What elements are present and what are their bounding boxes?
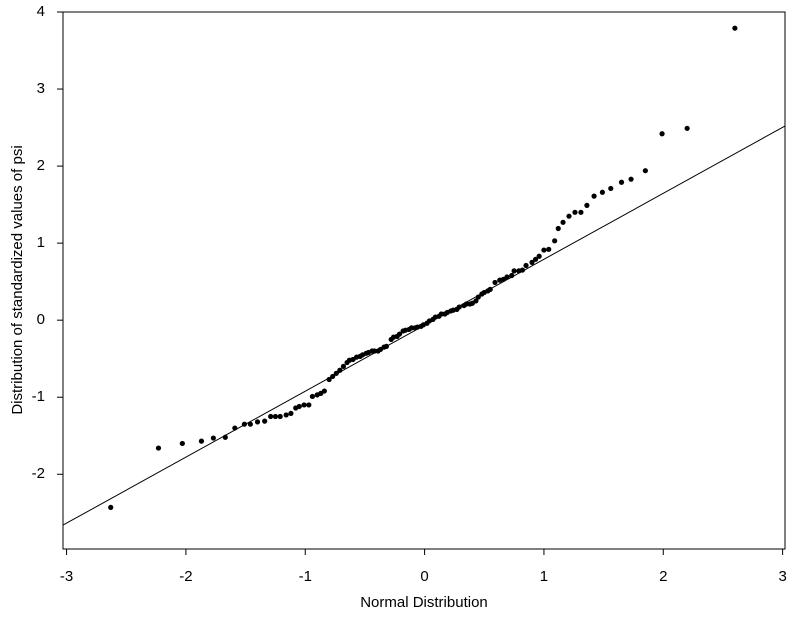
y-tick-label: 0: [37, 311, 45, 328]
data-point: [383, 343, 390, 349]
data-point: [541, 247, 547, 253]
data-point: [560, 219, 566, 225]
data-point: [277, 413, 283, 420]
y-tick-label: 3: [37, 80, 45, 97]
x-axis-label: Normal Distribution: [360, 594, 488, 611]
data-point: [532, 256, 539, 262]
x-tick-label: 3: [778, 568, 786, 585]
data-point: [340, 363, 347, 370]
data-point: [179, 440, 185, 447]
data-point: [456, 304, 462, 310]
data-point: [572, 209, 578, 215]
x-tick-label: 1: [540, 568, 548, 585]
data-point: [241, 421, 247, 427]
data-point: [254, 419, 261, 425]
data-point: [155, 445, 162, 451]
data-point: [309, 393, 316, 400]
data-point: [262, 418, 268, 424]
data-point: [659, 131, 665, 137]
data-point: [408, 325, 415, 331]
data-point: [396, 331, 403, 337]
data-point: [509, 272, 515, 279]
data-point: [473, 298, 479, 304]
data-point: [463, 301, 469, 307]
data-point: [296, 403, 302, 410]
data-point: [684, 125, 690, 131]
data-point: [337, 367, 343, 373]
data-point: [330, 373, 336, 380]
data-point: [326, 376, 332, 383]
data-point: [552, 238, 558, 244]
data-point: [608, 185, 614, 192]
data-point: [210, 435, 216, 441]
x-tick-label: 0: [420, 568, 428, 585]
data-point: [333, 370, 339, 376]
data-point: [283, 412, 289, 418]
y-tick-label: -2: [32, 465, 45, 482]
data-point: [566, 213, 572, 219]
data-point: [268, 413, 274, 420]
data-point: [732, 25, 738, 31]
data-point: [578, 209, 584, 215]
data-point: [321, 388, 327, 394]
data-point: [584, 202, 590, 208]
data-point: [487, 286, 493, 292]
data-point: [371, 348, 378, 354]
y-tick-label: 2: [37, 157, 45, 174]
data-point: [599, 189, 606, 195]
y-tick-label: 4: [37, 3, 45, 20]
data-point: [475, 294, 481, 300]
x-tick-label: 2: [659, 568, 667, 585]
data-point: [618, 179, 625, 185]
data-point: [511, 268, 517, 274]
data-point: [504, 274, 510, 280]
y-tick-label: -1: [32, 388, 45, 405]
data-point: [301, 402, 307, 408]
data-point: [529, 259, 535, 265]
data-point: [438, 311, 444, 317]
x-tick-label: -2: [179, 568, 192, 585]
data-point: [523, 262, 529, 269]
data-point: [492, 279, 498, 286]
y-tick-label: 1: [37, 234, 45, 251]
data-point: [222, 434, 228, 440]
y-axis-label: Distribution of standardized values of p…: [9, 145, 26, 414]
data-point: [519, 267, 526, 273]
data-point: [247, 421, 253, 427]
plot-frame: [62, 11, 786, 550]
x-tick-label: -1: [299, 568, 312, 585]
x-tick-label: -3: [60, 568, 73, 585]
data-point: [628, 176, 634, 182]
data-point: [555, 225, 561, 232]
data-point: [306, 402, 312, 408]
data-point: [546, 246, 552, 252]
data-point: [536, 253, 542, 259]
data-point: [198, 438, 205, 444]
data-point: [272, 413, 279, 420]
data-point: [591, 193, 597, 199]
data-point: [232, 425, 238, 431]
data-point: [288, 410, 294, 417]
data-point: [108, 504, 114, 510]
data-point: [642, 168, 648, 174]
